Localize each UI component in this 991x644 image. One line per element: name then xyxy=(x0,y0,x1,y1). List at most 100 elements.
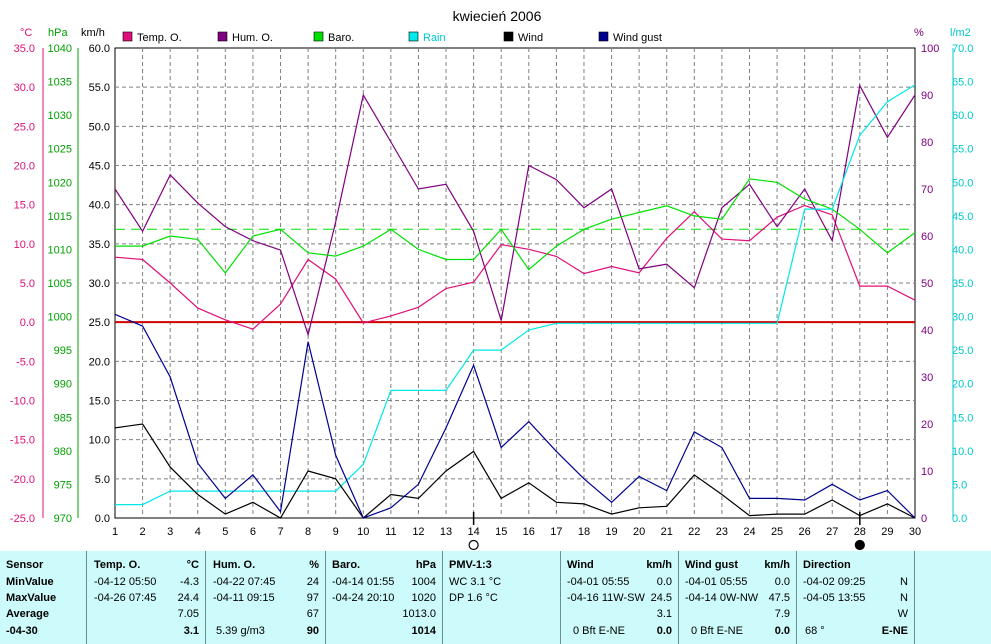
rain-axis-tick-label: 50.0 xyxy=(952,177,973,189)
baro-axis-tick-label: 975 xyxy=(54,479,72,491)
temp-column: Temp. O. °C -04-12 05:50 -4.3 -04-26 07:… xyxy=(86,551,205,644)
statistics-table: Sensor MinValue MaxValue Average -04-30 … xyxy=(0,551,991,644)
x-tick-label: 29 xyxy=(881,526,893,538)
hum-min-value: 24 xyxy=(306,576,319,588)
legend-swatch xyxy=(598,31,609,42)
legend-label: Wind xyxy=(518,32,543,44)
sensor-column: Sensor MinValue MaxValue Average -04-30 xyxy=(0,551,86,644)
wind-axis-tick-label: 10.0 xyxy=(89,435,110,447)
gust-header: Wind gust xyxy=(685,559,739,571)
x-tick-label: 18 xyxy=(578,526,590,538)
wind-last-bft: 0 Bft E-NE xyxy=(573,625,625,637)
wind-last: 0.0 xyxy=(656,625,672,637)
series-line-hum-o xyxy=(114,83,916,337)
wind-axis-tick-label: 60.0 xyxy=(89,43,110,55)
weather-chart: kwiecień 2006 Temp. O. Hum. O. Baro. Rain Wi… xyxy=(10,8,973,551)
gust-average: 7.9 xyxy=(774,608,790,620)
hum-axis-tick-label: 70 xyxy=(921,184,933,196)
legend-label: Rain xyxy=(423,32,446,44)
baro-unit: hPa xyxy=(415,559,436,571)
x-tick-label: 2 xyxy=(140,526,146,538)
rain-axis-tick-label: 0.0 xyxy=(952,513,967,525)
baro-axis-tick-label: 985 xyxy=(54,412,72,424)
chart-title: kwiecień 2006 xyxy=(453,8,542,24)
sensor-min-label: MinValue xyxy=(6,576,54,588)
temp-axis-tick-label: 5.0 xyxy=(20,278,35,290)
rain-axis-tick-label: 10.0 xyxy=(952,446,973,458)
baro-min-value: 1004 xyxy=(411,576,436,588)
hum-column: Hum. O. % -04-22 07:45 24 -04-11 09:15 9… xyxy=(205,551,325,644)
temp-min-time: -04-12 05:50 xyxy=(94,576,157,588)
pmv-dew-point: DP 1.6 °C xyxy=(449,592,498,604)
wind-axis-tick-label: 40.0 xyxy=(89,200,110,212)
legend-swatch xyxy=(408,31,419,42)
x-tick-label: 23 xyxy=(716,526,728,538)
temp-unit: °C xyxy=(186,559,199,571)
hum-max-time: -04-11 09:15 xyxy=(213,592,275,604)
wind-header: Wind xyxy=(567,559,594,571)
rain-axis-tick-label: 25.0 xyxy=(952,345,973,357)
wind-axis-tick-label: 15.0 xyxy=(89,396,110,408)
grid-lines xyxy=(115,48,915,518)
rain-axis-tick-label: 35.0 xyxy=(952,278,973,290)
direction-min-time: -04-02 09:25 xyxy=(803,576,866,588)
temp-axis-tick-label: 0.0 xyxy=(20,317,35,329)
baro-average: 1013.0 xyxy=(402,608,436,620)
sensor-avg-label: Average xyxy=(6,608,50,620)
sensor-last-label: -04-30 xyxy=(6,625,38,637)
gust-column: Wind gust km/h -04-01 05:55 0.0 -04-14 0… xyxy=(678,551,796,644)
wind-axis-tick-label: 55.0 xyxy=(89,82,110,94)
baro-axis-tick-label: 1020 xyxy=(48,177,72,189)
direction-max-value: N xyxy=(900,592,908,604)
legend-label: Hum. O. xyxy=(232,32,273,44)
reference-lines xyxy=(115,228,915,324)
hum-axis-tick-label: 90 xyxy=(921,90,933,102)
series-line-wind-gust xyxy=(114,313,916,519)
x-tick-label: 10 xyxy=(357,526,369,538)
wind-axis-unit: km/h xyxy=(81,27,105,39)
x-tick-label: 7 xyxy=(277,526,283,538)
baro-axis-tick-label: 1005 xyxy=(48,278,72,290)
series-line-wind xyxy=(114,423,916,519)
temp-axis-tick-label: 10.0 xyxy=(14,239,35,251)
wind-axis-tick-label: 20.0 xyxy=(89,356,110,368)
chart-markers xyxy=(468,512,865,551)
baro-axis-tick-label: 1010 xyxy=(48,244,72,256)
gust-last-bft: 0 Bft E-NE xyxy=(691,625,743,637)
direction-average: W xyxy=(897,608,908,620)
x-tick-label: 30 xyxy=(909,526,921,538)
direction-min-value: N xyxy=(900,576,908,588)
rain-axis-tick-label: 20.0 xyxy=(952,379,973,391)
direction-last: E-NE xyxy=(881,625,908,637)
full-moon-icon xyxy=(854,539,865,551)
temp-average: 7.05 xyxy=(177,608,199,620)
x-tick-label: 21 xyxy=(661,526,673,538)
rain-axis-tick-label: 70.0 xyxy=(952,43,973,55)
baro-axis-tick-label: 995 xyxy=(54,345,72,357)
x-tick-label: 28 xyxy=(854,526,866,538)
wind-axis-tick-label: 45.0 xyxy=(89,161,110,173)
wind-max-value: 24.5 xyxy=(650,592,672,604)
pmv-column: PMV-1:3 WC 3.1 °C DP 1.6 °C xyxy=(442,551,560,644)
hum-axis-tick-label: 10 xyxy=(921,466,933,478)
rain-axis-tick-label: 40.0 xyxy=(952,244,973,256)
wind-axis-tick-label: 35.0 xyxy=(89,239,110,251)
temp-axis-tick-label: -15.0 xyxy=(10,435,35,447)
sensor-header: Sensor xyxy=(6,559,44,571)
series-line-rain xyxy=(115,84,916,506)
baro-axis-tick-label: 990 xyxy=(54,379,72,391)
hum-axis-tick-label: 50 xyxy=(921,278,933,290)
legend-swatch xyxy=(313,31,324,42)
rain-axis-tick-label: 5.0 xyxy=(952,479,967,491)
hum-axis-tick-label: 0 xyxy=(921,513,927,525)
x-tick-label: 20 xyxy=(633,526,645,538)
temp-max-value: 24.4 xyxy=(177,592,199,604)
temp-axis-tick-label: -10.0 xyxy=(10,396,35,408)
series-line-temp-o xyxy=(114,204,916,330)
hum-axis-unit: % xyxy=(914,27,924,39)
legend-label: Wind gust xyxy=(613,32,662,44)
data-series xyxy=(114,83,916,519)
pmv-header: PMV-1:3 xyxy=(449,559,492,571)
hum-unit: % xyxy=(309,559,319,571)
gust-min-time: -04-01 05:55 xyxy=(685,576,748,588)
